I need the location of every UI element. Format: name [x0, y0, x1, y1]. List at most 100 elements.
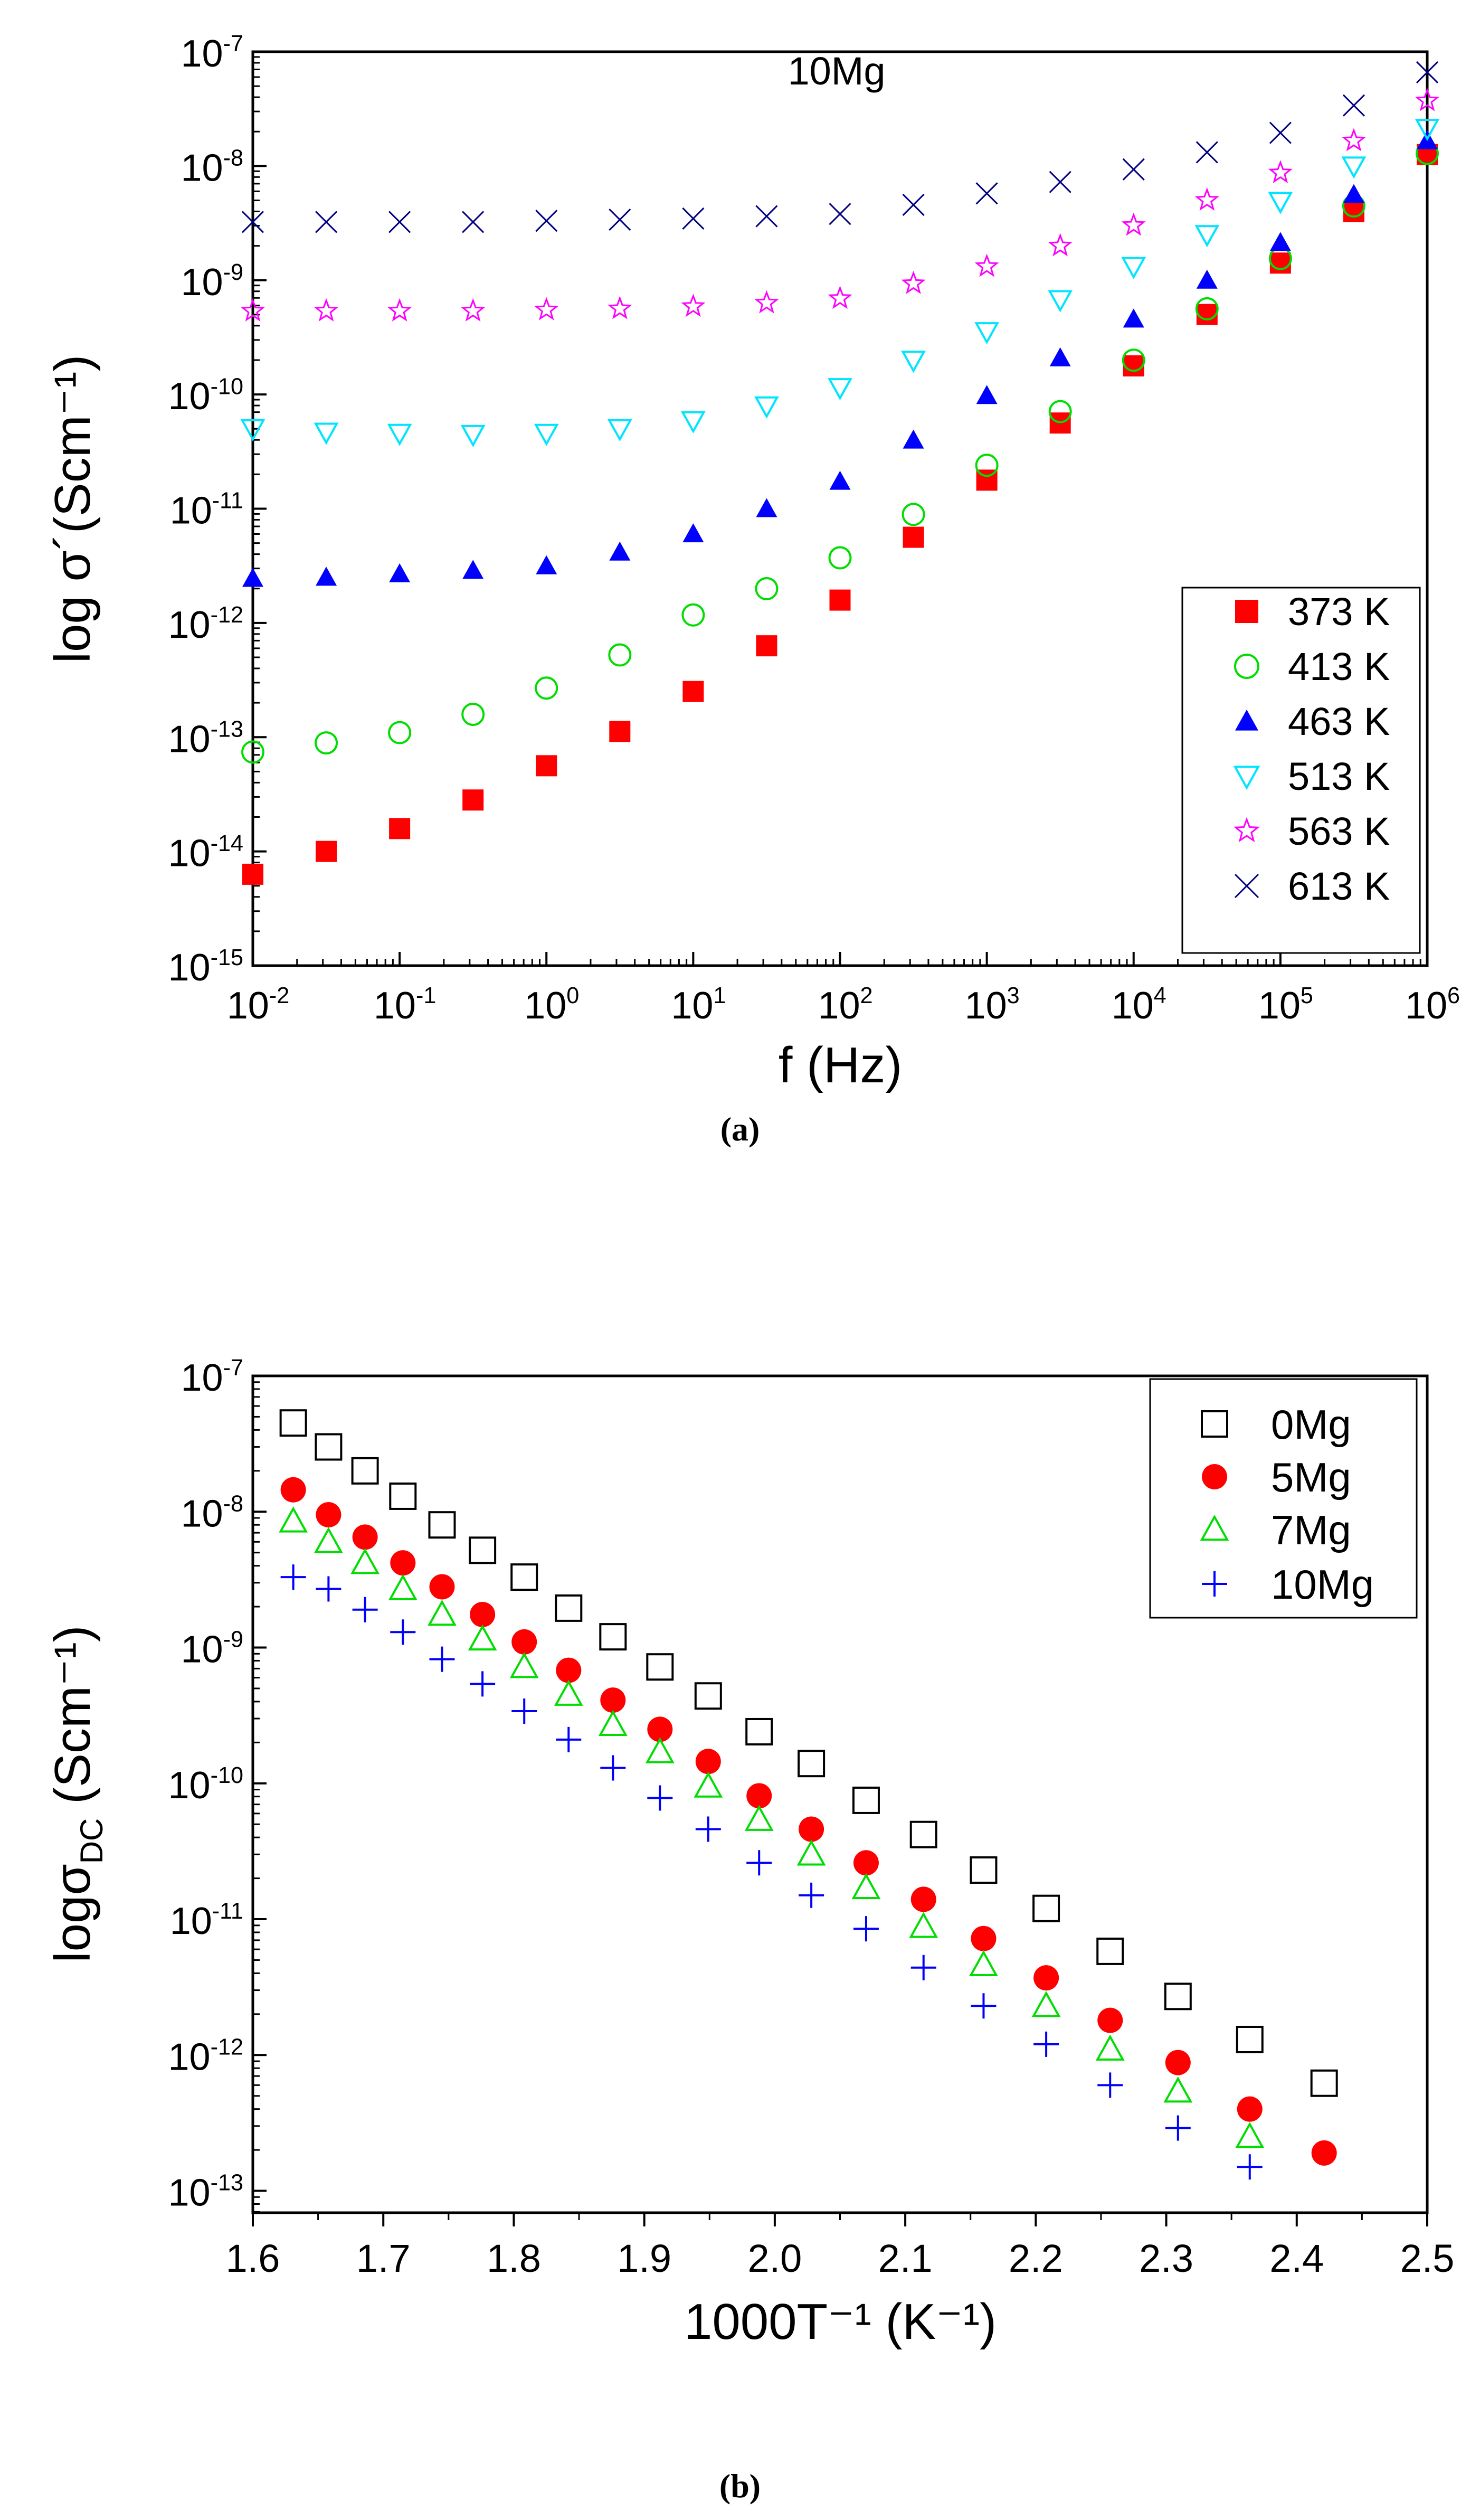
- data-point: [695, 1749, 721, 1775]
- tick-label-exponent: -2: [269, 983, 289, 1008]
- tick-label-base: 10: [374, 985, 416, 1027]
- data-point: [1196, 141, 1218, 164]
- chart-a-caption: (a): [720, 1110, 760, 1148]
- y-tick-label: 10-8: [181, 1491, 244, 1535]
- tick-label-exponent: -7: [223, 1355, 243, 1381]
- data-point: [974, 322, 1000, 345]
- legend-marker: [1234, 873, 1259, 899]
- data-point: [315, 1433, 343, 1461]
- legend-marker: [1202, 1464, 1227, 1489]
- data-point: [599, 1623, 627, 1651]
- data-point: [316, 1576, 341, 1602]
- tick-label-base: 10: [168, 947, 210, 989]
- data-point: [389, 1482, 417, 1510]
- data-point: [681, 603, 705, 627]
- data-point: [1164, 1983, 1192, 2011]
- tick-label-exponent: 0: [566, 983, 579, 1008]
- data-point: [460, 424, 486, 447]
- tick-label-exponent: -8: [223, 1491, 243, 1516]
- tick-label-exponent: 6: [1447, 983, 1460, 1008]
- data-point: [462, 789, 484, 811]
- data-point: [535, 676, 558, 700]
- legend-label: 513 K: [1288, 754, 1390, 798]
- data-point: [828, 286, 852, 309]
- data-point: [1049, 347, 1071, 366]
- data-point: [1097, 2007, 1123, 2033]
- tick-label-exponent: 1: [713, 983, 726, 1008]
- data-point: [280, 1477, 306, 1503]
- x-tick-label: 2.0: [747, 2236, 802, 2280]
- tick-label-exponent: -11: [212, 1899, 243, 1924]
- data-point: [975, 454, 999, 477]
- data-point: [609, 209, 631, 231]
- legend-label: 413 K: [1288, 645, 1390, 688]
- data-point: [1121, 257, 1146, 279]
- data-point: [1237, 2154, 1263, 2180]
- data-point: [746, 1783, 772, 1809]
- data-point: [1031, 1991, 1061, 2017]
- data-point: [745, 1717, 773, 1745]
- y-tick-label: 10-9: [181, 260, 244, 304]
- data-point: [280, 1564, 306, 1590]
- data-point: [1341, 128, 1367, 152]
- data-point: [974, 253, 999, 277]
- data-point: [1237, 2096, 1263, 2122]
- data-point: [536, 555, 557, 574]
- data-point: [682, 207, 705, 230]
- tick-label-exponent: -10: [211, 374, 243, 399]
- legend-label: 463 K: [1288, 700, 1390, 743]
- data-point: [1196, 304, 1218, 325]
- data-point: [315, 211, 338, 233]
- data-point: [608, 643, 632, 667]
- data-point: [755, 205, 778, 228]
- chart-a-title: 10Mg: [788, 49, 885, 93]
- data-point: [388, 211, 411, 233]
- data-point: [1235, 2122, 1265, 2148]
- data-point: [1311, 2140, 1337, 2166]
- data-point: [746, 1850, 772, 1876]
- tick-label-base: 10: [965, 985, 1007, 1027]
- data-point: [910, 1886, 936, 1912]
- data-point: [1049, 171, 1071, 193]
- data-point: [909, 1820, 937, 1848]
- data-point: [1341, 156, 1367, 179]
- data-point: [1096, 1937, 1124, 1965]
- y-tick-label: 10-7: [181, 31, 244, 75]
- y-tick-label: 10-10: [168, 374, 243, 418]
- data-point: [799, 1816, 824, 1842]
- data-point: [828, 546, 852, 570]
- series-613k: [241, 61, 1439, 233]
- data-point: [970, 1856, 998, 1884]
- data-point: [1269, 232, 1291, 251]
- data-point: [1163, 2077, 1193, 2103]
- data-point: [976, 385, 998, 404]
- tick-label-base: 10: [181, 1357, 223, 1399]
- data-point: [350, 1548, 380, 1574]
- series-513k: [240, 118, 1440, 447]
- y-tick-label: 10-13: [168, 716, 243, 760]
- x-tick-label: 106: [1405, 983, 1460, 1027]
- data-point: [853, 1916, 879, 1942]
- x-tick-label: 105: [1258, 983, 1313, 1027]
- series-7mg: [279, 1506, 1265, 2148]
- data-point: [315, 731, 338, 755]
- data-point: [828, 378, 852, 401]
- data-point: [694, 1771, 723, 1798]
- x-tick-label: 100: [524, 983, 579, 1027]
- x-tick-label: 2.3: [1139, 2236, 1193, 2280]
- chart-b-ylabel-main: logσ: [44, 1864, 101, 1962]
- tick-label-base: 10: [170, 1900, 212, 1942]
- data-point: [969, 1950, 998, 1976]
- data-point: [509, 1652, 539, 1678]
- data-point: [240, 298, 265, 322]
- data-point: [511, 1629, 537, 1655]
- data-point: [1415, 88, 1440, 111]
- data-point: [909, 1912, 938, 1938]
- y-tick-label: 10-14: [168, 831, 243, 875]
- data-point: [1123, 308, 1144, 328]
- legend-box: [1149, 1378, 1418, 1619]
- data-point: [461, 298, 486, 322]
- legend-marker: [1233, 766, 1260, 790]
- data-point: [829, 203, 851, 225]
- chart-b-caption: (b): [719, 2467, 761, 2505]
